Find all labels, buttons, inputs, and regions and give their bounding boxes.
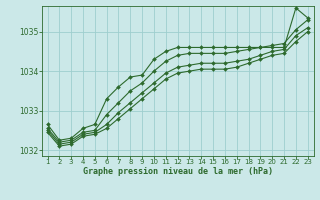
X-axis label: Graphe pression niveau de la mer (hPa): Graphe pression niveau de la mer (hPa) xyxy=(83,167,273,176)
